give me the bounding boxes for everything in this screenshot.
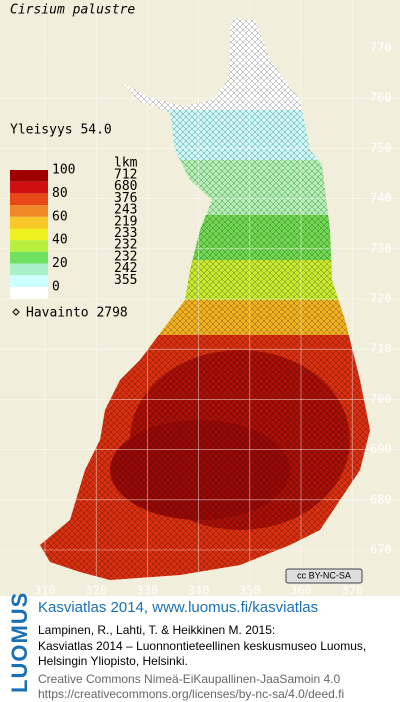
legend-swatch [10,205,48,217]
northing-label: 670 [370,543,392,557]
legend-swatch [10,240,48,252]
northing-label: 760 [370,91,392,105]
easting-label: 320 [85,584,107,597]
scale-label: 40 [52,233,68,248]
northing-label: 700 [370,392,392,406]
citation-line: Helsingin Yliopisto, Helsinki. [38,654,188,668]
count-value: 680 [114,179,137,194]
easting-label: 370 [341,584,363,597]
count-value: 355 [114,273,137,288]
scale-label: 20 [52,256,68,271]
easting-label: 360 [290,584,312,597]
scale-label: 80 [52,186,68,201]
observation-count: Havainto 2798 [26,306,128,321]
map: 770 760 750 740 730 720 710 700 690 680 670 310 320 3… [0,0,400,598]
footer: LUOMUS Kasviatlas 2014, www.luomus.fi/ka… [0,591,400,702]
scale-label: 0 [52,280,60,295]
northing-label: 750 [370,141,392,155]
easting-label: 340 [188,584,210,597]
easting-label: 310 [34,584,56,597]
easting-label: 330 [137,584,159,597]
license-badge [285,568,363,584]
scale-label: 100 [52,163,75,178]
observation-symbol [12,308,20,316]
legend-swatch [10,287,48,299]
citation-line: Kasviatlas 2014 – Luonnontieteellinen ke… [38,639,367,653]
atlas-link[interactable]: Kasviatlas 2014, www.luomus.fi/kasviatla… [38,599,319,616]
legend-swatch [10,275,48,287]
northing-label: 680 [370,492,392,506]
northing-label: 690 [370,442,392,456]
license-line[interactable]: https://creativecommons.org/licenses/by-… [38,687,345,701]
license-badge-text: cc BY-NC-SA [297,570,351,580]
northing-label: 720 [370,292,392,306]
easting-label: 350 [239,584,261,597]
count-value: 712 [114,168,137,183]
species-distribution [40,18,370,580]
count-value: 242 [114,261,137,276]
citation-line: Lampinen, R., Lahti, T. & Heikkinen M. 2… [38,623,276,637]
northing-label: 710 [370,342,392,356]
count-value: 243 [114,203,137,218]
count-header: lkm [114,156,138,171]
count-value: 376 [114,191,137,206]
legend-swatch [10,181,48,194]
legend-swatch [10,251,48,264]
count-value: 232 [114,238,137,253]
legend-swatch [10,170,48,182]
legend-swatch [10,193,48,206]
logo: LUOMUS [7,591,32,693]
license-line: Creative Commons Nimeä-EiKaupallinen-Jaa… [38,672,341,686]
legend-swatch [10,263,48,276]
northing-label: 770 [370,41,392,55]
northing-label: 740 [370,191,392,205]
scale-label: 60 [52,209,68,224]
frequency: Yleisyys 54.0 [10,123,112,138]
count-value: 232 [114,249,137,264]
count-value: 233 [114,226,137,241]
count-value: 219 [114,214,137,229]
species-title: Cirsium palustre [10,3,135,18]
northing-label: 730 [370,241,392,255]
legend-swatch [10,228,48,241]
legend-swatch [10,216,48,229]
